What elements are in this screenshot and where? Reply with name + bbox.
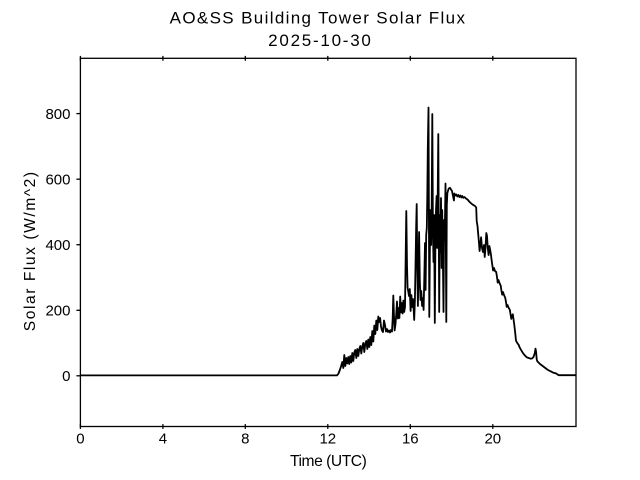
- svg-text:800: 800: [45, 106, 70, 123]
- svg-text:0: 0: [76, 431, 84, 448]
- svg-text:2025-10-30: 2025-10-30: [268, 31, 372, 50]
- svg-text:20: 20: [484, 431, 501, 448]
- svg-text:0: 0: [62, 368, 70, 385]
- svg-text:200: 200: [45, 303, 70, 320]
- svg-text:AO&SS Building Tower Solar Flu: AO&SS Building Tower Solar Flux: [170, 9, 467, 28]
- svg-text:600: 600: [45, 171, 70, 188]
- svg-text:Solar Flux (W/m^2): Solar Flux (W/m^2): [22, 170, 39, 331]
- svg-text:400: 400: [45, 237, 70, 254]
- svg-text:12: 12: [319, 431, 336, 448]
- svg-text:8: 8: [241, 431, 249, 448]
- svg-text:Time (UTC): Time (UTC): [290, 453, 367, 470]
- svg-text:4: 4: [159, 431, 167, 448]
- svg-text:16: 16: [402, 431, 419, 448]
